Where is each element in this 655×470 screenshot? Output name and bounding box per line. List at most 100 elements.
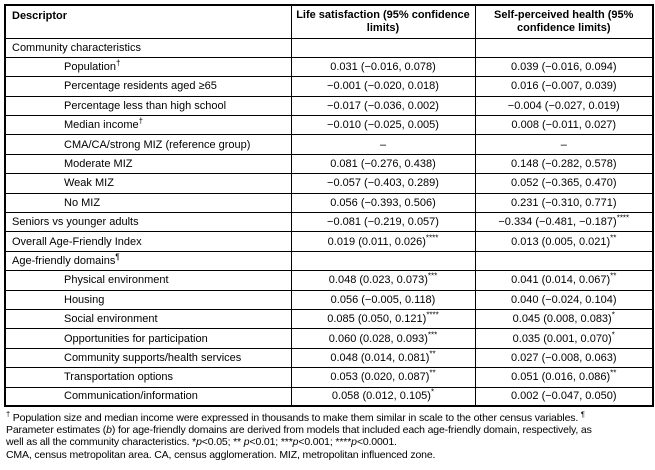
descriptor-cell: Overall Age-Friendly Index [4, 231, 292, 252]
table-row: Communication/information 0.058 (0.012, 0… [4, 386, 654, 407]
table-row: Weak MIZ −0.057 (−0.403, 0.289) 0.052 (−0.… [4, 173, 654, 194]
self-perceived-health-value-cell: 0.002 (−0.047, 0.050) [474, 386, 654, 407]
significance-asterisks: ** [610, 271, 617, 281]
life-satisfaction-value-cell: 0.056 (−0.393, 0.506) [290, 192, 476, 214]
self-perceived-health-value-cell: – [474, 134, 654, 155]
descriptor-cell: Transportation options [4, 367, 292, 388]
footnote-marker: † [116, 58, 121, 68]
self-perceived-health-value-cell: 0.027 (−0.008, 0.063) [474, 347, 654, 369]
self-perceived-health-value-cell: 0.148 (−0.282, 0.578) [474, 153, 654, 175]
footnote-marker: † [138, 116, 144, 126]
self-perceived-health-value-cell: 0.008 (−0.011, 0.027) [474, 115, 654, 136]
footnote-marker: ¶ [580, 409, 585, 419]
descriptor-cell: Population† [4, 56, 292, 78]
table-row: Population† 0.031 (−0.016, 0.078) 0.039 (−… [4, 56, 654, 78]
footnote-line: well as all the community characteristic… [6, 436, 654, 448]
table-row: Physical environment 0.048 (0.023, 0.073)… [4, 270, 654, 291]
self-perceived-health-value-cell [474, 37, 654, 58]
regression-results-table: Descriptor Life satisfaction (95% confid… [4, 4, 654, 408]
table-row: Community supports/health services 0.048 … [4, 347, 654, 369]
life-satisfaction-value-cell: −0.057 (−0.403, 0.289) [290, 173, 476, 194]
descriptor-cell: CMA/CA/strong MIZ (reference group) [4, 134, 292, 155]
footnote-text: Parameter estimates ( [6, 424, 107, 437]
descriptor-cell: Housing [4, 289, 292, 310]
footnote-marker: ¶ [115, 252, 120, 262]
descriptor-cell: Weak MIZ [4, 173, 292, 194]
significance-asterisks: * [611, 310, 615, 320]
descriptor-cell: Opportunities for participation [4, 328, 292, 349]
life-satisfaction-value-cell: – [290, 134, 476, 155]
life-satisfaction-value-cell: −0.081 (−0.219, 0.057) [290, 212, 476, 233]
footnote-marker: † [6, 409, 11, 419]
descriptor-cell: Moderate MIZ [4, 153, 292, 175]
significance-asterisks: ** [429, 368, 436, 378]
table-row: Community characteristics [4, 37, 654, 58]
table-row: Housing 0.056 (−0.005, 0.118) 0.040 (−0.02… [4, 289, 654, 310]
self-perceived-health-value-cell: 0.051 (0.016, 0.086)** [474, 367, 654, 388]
life-satisfaction-value-cell: 0.056 (−0.005, 0.118) [290, 289, 476, 310]
descriptor-cell: Community characteristics [4, 37, 292, 58]
table-row: Age-friendly domains¶ [4, 250, 654, 272]
table-row: CMA/CA/strong MIZ (reference group) – – [4, 134, 654, 155]
descriptor-cell: Community supports/health services [4, 347, 292, 369]
column-header-self-perceived-health: Self-perceived health (95% confidence li… [474, 4, 654, 39]
self-perceived-health-value-cell: 0.041 (0.014, 0.067)** [474, 270, 654, 291]
footnote-text: p [351, 436, 357, 449]
table-row: Percentage less than high school −0.017 (… [4, 95, 654, 117]
life-satisfaction-value-cell: 0.019 (0.011, 0.026)**** [290, 231, 476, 252]
self-perceived-health-value-cell: 0.035 (0.001, 0.070)* [474, 328, 654, 349]
table-row: Moderate MIZ 0.081 (−0.276, 0.438) 0.148 (… [4, 153, 654, 175]
life-satisfaction-value-cell: −0.010 (−0.025, 0.005) [290, 115, 476, 136]
table-row: Social environment 0.085 (0.050, 0.121)**… [4, 308, 654, 330]
footnote-text: p [196, 436, 202, 449]
table-row: Percentage residents aged ≥65 −0.001 (−0.… [4, 76, 654, 97]
life-satisfaction-value-cell: 0.085 (0.050, 0.121)**** [290, 308, 476, 330]
self-perceived-health-value-cell: 0.013 (0.005, 0.021)** [474, 231, 654, 252]
life-satisfaction-value-cell: 0.058 (0.012, 0.105)* [290, 386, 476, 407]
footnote-text: well as all the community characteristic… [6, 436, 197, 449]
descriptor-cell: Social environment [4, 308, 292, 330]
table-row: Transportation options 0.053 (0.020, 0.08… [4, 367, 654, 388]
footnote-text: p [292, 436, 299, 449]
footnote-text: ) for age-friendly domains are derived f… [111, 424, 592, 437]
life-satisfaction-value-cell: −0.017 (−0.036, 0.002) [290, 95, 476, 117]
footnote-text: CMA, census metropolitan area. CA, censu… [6, 448, 436, 461]
footnote-line: CMA, census metropolitan area. CA, censu… [6, 449, 654, 461]
footnote-line: † Population size and median income were… [6, 409, 654, 424]
descriptor-cell: Percentage residents aged ≥65 [4, 76, 292, 97]
table-row: Opportunities for participation 0.060 (0.… [4, 328, 654, 349]
footnote-text: <0.0001. [356, 436, 397, 449]
self-perceived-health-value-cell [474, 250, 654, 272]
footnote-text: <0.01; *** [249, 436, 293, 449]
table-row: Median income† −0.010 (−0.025, 0.005) 0.00… [4, 115, 654, 136]
self-perceived-health-value-cell: −0.004 (−0.027, 0.019) [474, 95, 654, 117]
self-perceived-health-value-cell: 0.016 (−0.007, 0.039) [474, 76, 654, 97]
footnote-text: <0.05; ** [201, 436, 244, 449]
significance-asterisks: ** [610, 232, 617, 242]
life-satisfaction-value-cell: 0.053 (0.020, 0.087)** [290, 367, 476, 388]
column-header-life-satisfaction: Life satisfaction (95% confidence limits… [290, 4, 476, 39]
table-row: Seniors vs younger adults −0.081 (−0.219,… [4, 212, 654, 233]
self-perceived-health-value-cell: 0.040 (−0.024, 0.104) [474, 289, 654, 310]
significance-asterisks: ** [610, 368, 617, 378]
life-satisfaction-value-cell: 0.048 (0.014, 0.081)** [290, 347, 476, 369]
table-body: Community characteristics Population† 0.03… [4, 37, 654, 407]
descriptor-cell: Physical environment [4, 270, 292, 291]
life-satisfaction-value-cell: 0.048 (0.023, 0.073)*** [290, 270, 476, 291]
descriptor-cell: Seniors vs younger adults [4, 212, 292, 233]
significance-asterisks: ** [429, 349, 436, 359]
self-perceived-health-value-cell: 0.039 (−0.016, 0.094) [474, 56, 654, 78]
significance-asterisks: **** [616, 213, 630, 223]
life-satisfaction-value-cell [290, 250, 476, 272]
significance-asterisks: **** [426, 310, 439, 320]
significance-asterisks: *** [427, 271, 438, 281]
descriptor-cell: Median income† [4, 115, 292, 136]
life-satisfaction-value-cell: −0.001 (−0.020, 0.018) [290, 76, 476, 97]
significance-asterisks: **** [425, 232, 439, 242]
life-satisfaction-value-cell: 0.031 (−0.016, 0.078) [290, 56, 476, 78]
footnotes: † Population size and median income were… [6, 409, 654, 461]
footnote-text: b [106, 424, 112, 437]
self-perceived-health-value-cell: 0.052 (−0.365, 0.470) [474, 173, 654, 194]
footnote-line: Parameter estimates (b) for age-friendly… [6, 424, 654, 436]
